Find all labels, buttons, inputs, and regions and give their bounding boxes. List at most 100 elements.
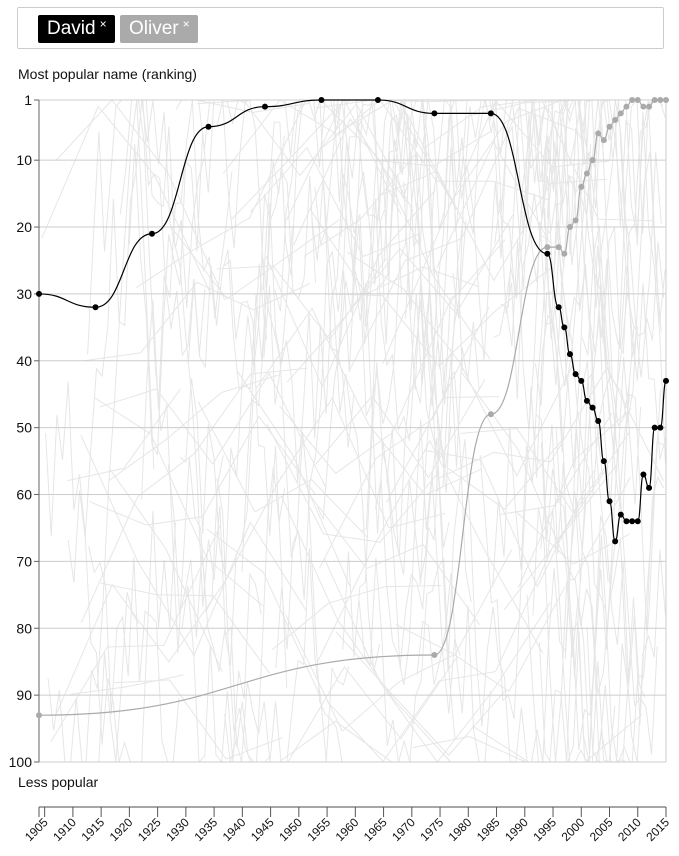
background-name-line <box>437 366 664 481</box>
background-name-line <box>382 465 609 763</box>
data-point-david <box>623 518 630 525</box>
data-point-david <box>555 304 562 311</box>
background-name-line <box>337 269 452 668</box>
x-tick-label: 1970 <box>389 815 418 844</box>
background-name-line <box>231 99 402 220</box>
x-tick-label: 1980 <box>446 815 475 844</box>
y-tick-label: 10 <box>16 152 32 168</box>
background-name-line <box>450 99 564 361</box>
background-name-line <box>80 367 308 623</box>
data-point-david <box>612 538 619 545</box>
background-name-line <box>503 463 618 611</box>
background-name-line <box>416 572 491 763</box>
name-search-box[interactable]: David × Oliver × <box>17 7 664 49</box>
data-point-david <box>583 397 590 404</box>
data-point-oliver <box>561 250 568 257</box>
tag-label: David <box>47 18 96 39</box>
background-name-line <box>516 512 630 565</box>
background-name-line <box>224 259 288 689</box>
data-point-david <box>572 371 579 378</box>
remove-tag-icon[interactable]: × <box>182 17 190 31</box>
background-name-line <box>47 591 139 763</box>
x-tick-label: 1920 <box>107 815 136 844</box>
x-tick-label: 1945 <box>248 815 277 844</box>
data-point-oliver <box>589 157 596 164</box>
y-tick-label: 20 <box>16 219 32 235</box>
background-name-line <box>286 214 514 383</box>
data-point-oliver <box>640 103 647 110</box>
background-name-line <box>447 440 562 510</box>
background-name-line <box>236 370 351 587</box>
data-point-david <box>646 484 653 491</box>
y-tick-label: 30 <box>16 286 32 302</box>
data-point-david <box>578 377 585 384</box>
background-name-line <box>83 281 311 362</box>
background-name-line <box>492 141 629 763</box>
background-name-line <box>309 208 480 295</box>
background-name-line <box>167 202 293 672</box>
x-tick-label: 1990 <box>502 815 531 844</box>
data-point-oliver <box>578 183 585 190</box>
background-name-line <box>274 99 355 448</box>
data-point-david <box>561 324 568 331</box>
background-name-line <box>424 449 595 588</box>
tag-label: Oliver <box>129 18 179 39</box>
data-point-david <box>36 290 42 297</box>
background-name-line <box>425 99 539 148</box>
background-name-line <box>108 374 279 482</box>
x-tick-label: 1935 <box>191 815 220 844</box>
data-point-david <box>431 110 438 117</box>
background-name-line <box>275 396 446 529</box>
y-tick-label: 80 <box>16 620 32 636</box>
background-name-line <box>55 99 226 301</box>
x-tick-label: 1975 <box>417 815 446 844</box>
background-name-line <box>540 424 587 678</box>
background-name-line <box>99 372 327 488</box>
data-point-david <box>318 97 325 103</box>
data-point-david <box>657 424 664 431</box>
background-name-line <box>222 99 450 198</box>
background-name-line <box>113 679 283 760</box>
data-point-david <box>600 458 607 465</box>
background-name-line <box>369 198 450 549</box>
background-name-line <box>323 558 551 763</box>
background-name-line <box>88 545 180 763</box>
background-name-line <box>395 586 566 693</box>
background-name-line <box>141 99 233 500</box>
data-point-oliver <box>431 652 438 659</box>
x-tick-label: 2015 <box>643 815 672 844</box>
x-tick-label: 1905 <box>22 815 51 844</box>
data-point-oliver <box>663 97 669 103</box>
background-name-line <box>70 674 184 695</box>
background-name-line <box>412 735 527 763</box>
data-point-oliver <box>555 244 562 251</box>
data-point-david <box>205 123 212 130</box>
background-name-line <box>479 314 611 720</box>
background-name-line <box>309 495 480 625</box>
background-name-line <box>436 140 551 268</box>
y-tick-label: 50 <box>16 420 32 436</box>
y-axis-bottom-label: Less popular <box>18 774 99 790</box>
background-name-line <box>216 258 387 341</box>
background-name-line <box>358 557 456 763</box>
background-name-line <box>94 397 265 607</box>
background-name-line <box>287 656 458 763</box>
x-tick-label: 1995 <box>530 815 559 844</box>
background-name-line <box>271 585 442 651</box>
remove-tag-icon[interactable]: × <box>99 17 107 31</box>
y-tick-label: 1 <box>24 92 32 108</box>
data-point-oliver <box>612 117 619 124</box>
x-tick-label: 1955 <box>304 815 333 844</box>
data-point-oliver <box>583 170 590 177</box>
x-tick-label: 1940 <box>220 815 249 844</box>
y-axis-title: Most popular name (ranking) <box>18 66 197 82</box>
data-point-david <box>566 351 573 358</box>
background-name-line <box>206 528 321 696</box>
background-name-line <box>342 98 479 657</box>
data-point-david <box>374 97 381 103</box>
x-tick-label: 2010 <box>615 815 644 844</box>
background-name-line <box>293 118 408 246</box>
data-point-oliver <box>572 217 579 224</box>
background-name-line <box>50 525 221 743</box>
